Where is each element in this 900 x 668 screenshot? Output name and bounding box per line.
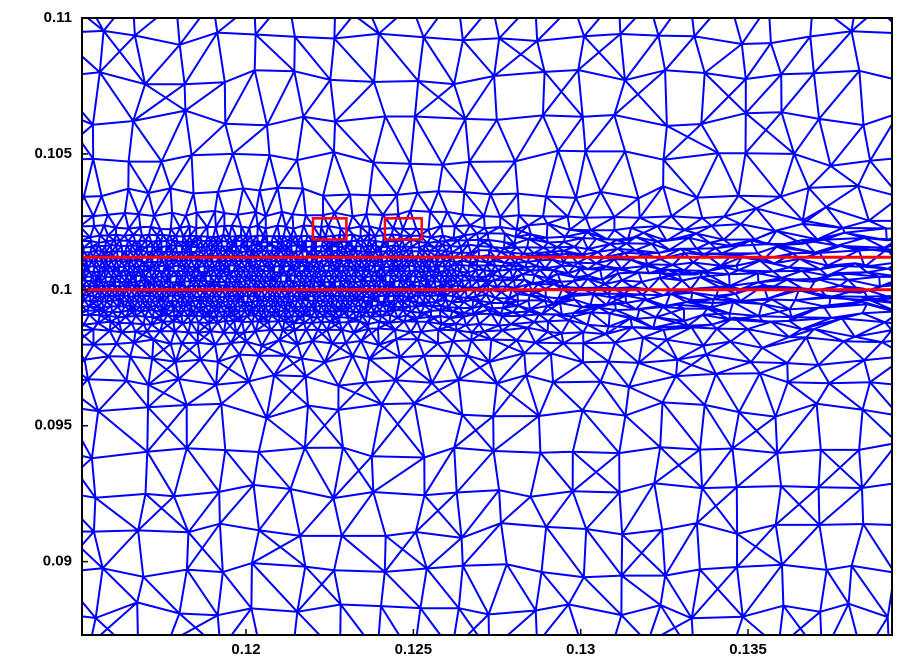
y-tick-label: 0.095 [34, 417, 72, 434]
x-tick-label: 0.12 [231, 641, 260, 658]
y-tick-label: 0.11 [44, 9, 72, 26]
region-box [383, 217, 423, 241]
mesh-edges [82, 18, 892, 635]
mesh [82, 18, 892, 635]
plot-frame [81, 17, 893, 636]
region-box [311, 217, 348, 241]
y-tick-label: 0.1 [51, 281, 72, 298]
x-tick-label: 0.135 [729, 641, 767, 658]
y-tick-label: 0.105 [34, 145, 72, 162]
x-tick-label: 0.125 [395, 641, 433, 658]
x-tick-label: 0.13 [566, 641, 595, 658]
y-tick-label: 0.09 [43, 553, 72, 570]
overlay [82, 217, 892, 292]
